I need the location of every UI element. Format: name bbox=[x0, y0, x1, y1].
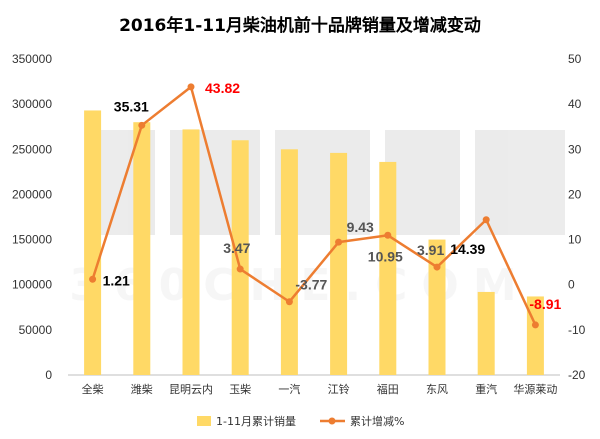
data-label-玉柴: 3.47 bbox=[223, 240, 250, 256]
data-label-一汽: -3.77 bbox=[295, 277, 327, 293]
bar-全柴 bbox=[84, 110, 102, 375]
line-series bbox=[89, 83, 539, 329]
right-tick-label: 40 bbox=[568, 97, 582, 111]
bar-福田 bbox=[379, 161, 397, 375]
category-label: 江铃 bbox=[328, 382, 350, 396]
category-label: 华源莱动 bbox=[513, 382, 557, 396]
bar-潍柴 bbox=[133, 122, 151, 375]
legend-swatch-bar bbox=[197, 416, 211, 426]
chart-title: 2016年1-11月柴油机前十品牌销量及增减变动 bbox=[119, 15, 481, 36]
right-tick-label: -20 bbox=[568, 368, 586, 382]
data-label-华源莱动: -8.91 bbox=[529, 296, 561, 312]
line-path bbox=[91, 85, 537, 326]
line-point-一汽 bbox=[285, 298, 293, 306]
bar-玉柴 bbox=[231, 140, 249, 375]
right-tick-label: 0 bbox=[568, 278, 575, 292]
line-point-重汽 bbox=[482, 216, 490, 224]
bar-series bbox=[84, 110, 544, 375]
category-labels: 全柴 潍柴 昆明云内 玉柴 一汽 江铃 福田 东风 重汽 华源莱动 bbox=[82, 382, 558, 396]
category-label: 一汽 bbox=[278, 382, 300, 396]
category-label: 重汽 bbox=[475, 382, 497, 396]
right-tick-label: 10 bbox=[568, 233, 582, 247]
bar-东风 bbox=[428, 239, 446, 375]
left-axis: 0 50000 100000 150000 200000 250000 300000 3500… bbox=[12, 52, 52, 382]
left-tick-label: 250000 bbox=[12, 142, 52, 156]
data-labels: 1.21 35.31 43.82 3.47 -3.77 9.43 10.95 3.91 14.3… bbox=[103, 80, 562, 312]
data-label-昆明云内: 43.82 bbox=[205, 80, 240, 96]
data-label-东风: 3.91 bbox=[417, 242, 444, 258]
legend-label-bar: 1-11月累计销量 bbox=[216, 414, 296, 428]
right-tick-label: -10 bbox=[568, 323, 586, 337]
legend-label-line: 累计增减% bbox=[350, 414, 404, 428]
left-tick-label: 300000 bbox=[12, 97, 52, 111]
line-point-全柴 bbox=[89, 275, 97, 283]
line-point-玉柴 bbox=[236, 265, 244, 273]
line-point-江铃 bbox=[335, 238, 343, 246]
left-tick-label: 350000 bbox=[12, 52, 52, 66]
line-point-东风 bbox=[433, 263, 441, 271]
right-axis: -20 -10 0 10 20 30 40 50 bbox=[568, 52, 586, 382]
line-point-福田 bbox=[384, 231, 392, 239]
data-label-江铃: 9.43 bbox=[347, 219, 374, 235]
bar-一汽 bbox=[280, 149, 298, 375]
right-tick-label: 20 bbox=[568, 187, 582, 201]
legend: 1-11月累计销量 累计增减% bbox=[197, 414, 404, 428]
data-label-全柴: 1.21 bbox=[103, 272, 130, 288]
left-tick-label: 100000 bbox=[12, 278, 52, 292]
legend-swatch-marker bbox=[328, 417, 336, 425]
category-label: 昆明云内 bbox=[169, 382, 213, 396]
data-label-福田: 10.95 bbox=[368, 248, 403, 264]
data-label-潍柴: 35.31 bbox=[114, 98, 149, 114]
line-point-潍柴 bbox=[138, 121, 146, 129]
left-tick-label: 50000 bbox=[19, 323, 53, 337]
right-tick-label: 30 bbox=[568, 142, 582, 156]
line-point-昆明云内 bbox=[187, 83, 195, 91]
category-label: 福田 bbox=[377, 382, 399, 396]
category-label: 全柴 bbox=[82, 382, 104, 396]
right-tick-label: 50 bbox=[568, 52, 582, 66]
line-point-华源莱动 bbox=[531, 321, 539, 329]
category-label: 东风 bbox=[426, 383, 448, 396]
category-label: 玉柴 bbox=[229, 382, 251, 396]
bar-江铃 bbox=[330, 152, 348, 375]
data-label-重汽: 14.39 bbox=[450, 241, 485, 257]
bar-昆明云内 bbox=[182, 129, 200, 375]
left-tick-label: 200000 bbox=[12, 187, 52, 201]
left-tick-label: 150000 bbox=[12, 233, 52, 247]
left-tick-label: 0 bbox=[45, 368, 52, 382]
category-label: 潍柴 bbox=[131, 382, 153, 396]
bar-重汽 bbox=[477, 291, 495, 375]
